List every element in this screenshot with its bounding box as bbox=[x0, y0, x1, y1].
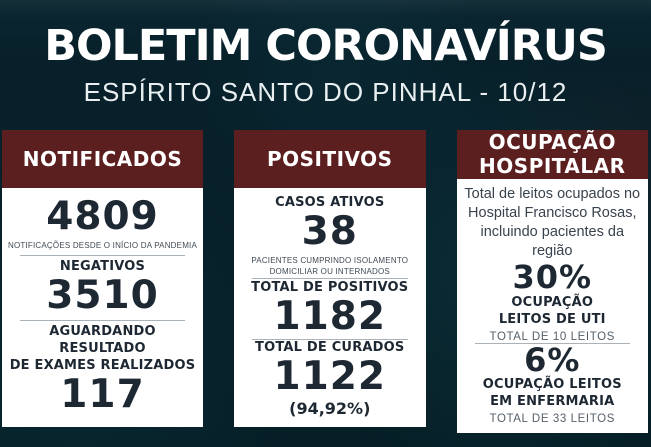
divider bbox=[252, 338, 408, 340]
card-ocupacao-header: OCUPAÇÃO HOSPITALAR bbox=[456, 130, 649, 179]
card-notificados-title: NOTIFICADOS bbox=[22, 146, 183, 171]
stat-casos-ativos: CASOS ATIVOS 38 PACIENTES CUMPRINDO ISOL… bbox=[251, 195, 408, 278]
notificados-total-caption: NOTIFICAÇÕES DESDE O INÍCIO DA PANDEMIA bbox=[8, 241, 198, 251]
curados-value: 1122 bbox=[273, 354, 387, 400]
card-positivos-body: CASOS ATIVOS 38 PACIENTES CUMPRINDO ISOL… bbox=[234, 188, 426, 427]
curados-label: TOTAL DE CURADOS bbox=[255, 340, 405, 356]
stat-curados: TOTAL DE CURADOS 1122 (94,92%) bbox=[255, 340, 404, 418]
enfermaria-label: OCUPAÇÃO LEITOS EM ENFERMARIA bbox=[482, 377, 622, 410]
stat-notificacoes-total: 4809 NOTIFICAÇÕES DESDE O INÍCIO DA PAND… bbox=[8, 194, 198, 252]
card-notificados-header: NOTIFICADOS bbox=[2, 130, 204, 188]
casos-ativos-label: CASOS ATIVOS bbox=[275, 194, 385, 210]
stat-negativos: NEGATIVOS 3510 bbox=[46, 259, 159, 317]
stat-uti: 30% OCUPAÇÃO LEITOS DE UTI TOTAL DE 10 L… bbox=[489, 258, 615, 343]
uti-caption: TOTAL DE 10 LEITOS bbox=[489, 330, 615, 343]
card-notificados: NOTIFICADOS 4809 NOTIFICAÇÕES DESDE O IN… bbox=[2, 130, 204, 427]
divider bbox=[20, 320, 186, 322]
card-ocupacao-title: OCUPAÇÃO HOSPITALAR bbox=[479, 130, 626, 179]
negativos-label: NEGATIVOS bbox=[59, 259, 146, 275]
masthead: BOLETIM CORONAVÍRUS ESPÍRITO SANTO DO PI… bbox=[0, 0, 651, 108]
enfermaria-value: 6% bbox=[524, 340, 581, 379]
aguardando-label: AGUARDANDO RESULTADO DE EXAMES REALIZADO… bbox=[9, 324, 196, 373]
divider bbox=[474, 342, 631, 344]
uti-value: 30% bbox=[512, 258, 593, 297]
total-positivos-value: 1182 bbox=[273, 294, 387, 340]
casos-ativos-caption: PACIENTES CUMPRINDO ISOLAMENTO DOMICILIA… bbox=[251, 255, 409, 277]
stat-aguardando: AGUARDANDO RESULTADO DE EXAMES REALIZADO… bbox=[8, 324, 197, 416]
stat-total-positivos: TOTAL DE POSITIVOS 1182 bbox=[251, 280, 408, 338]
divider bbox=[252, 278, 408, 280]
card-positivos-title: POSITIVOS bbox=[266, 146, 393, 171]
page-subtitle: ESPÍRITO SANTO DO PINHAL - 10/12 bbox=[83, 77, 568, 108]
stat-cards-row: NOTIFICADOS 4809 NOTIFICAÇÕES DESDE O IN… bbox=[2, 130, 649, 434]
casos-ativos-value: 38 bbox=[301, 208, 358, 254]
uti-label: OCUPAÇÃO LEITOS DE UTI bbox=[498, 294, 606, 327]
total-positivos-label: TOTAL DE POSITIVOS bbox=[251, 280, 409, 296]
ocupacao-description: Total de leitos ocupados no Hospital Fra… bbox=[464, 185, 641, 260]
enfermaria-caption: TOTAL DE 33 LEITOS bbox=[489, 413, 615, 426]
card-ocupacao-body: Total de leitos ocupados no Hospital Fra… bbox=[456, 178, 649, 434]
aguardando-value: 117 bbox=[60, 371, 145, 417]
page-title: BOLETIM CORONAVÍRUS bbox=[44, 21, 608, 71]
curados-percent: (94,92%) bbox=[289, 399, 371, 419]
card-positivos: POSITIVOS CASOS ATIVOS 38 PACIENTES CUMP… bbox=[234, 130, 426, 427]
card-ocupacao: OCUPAÇÃO HOSPITALAR Total de leitos ocup… bbox=[456, 130, 649, 434]
card-notificados-body: 4809 NOTIFICAÇÕES DESDE O INÍCIO DA PAND… bbox=[2, 188, 204, 427]
negativos-value: 3510 bbox=[46, 272, 159, 318]
stat-enfermaria: 6% OCUPAÇÃO LEITOS EM ENFERMARIA TOTAL D… bbox=[482, 340, 622, 426]
card-positivos-header: POSITIVOS bbox=[234, 130, 426, 188]
notificados-total-value: 4809 bbox=[46, 194, 159, 240]
divider bbox=[20, 254, 186, 256]
